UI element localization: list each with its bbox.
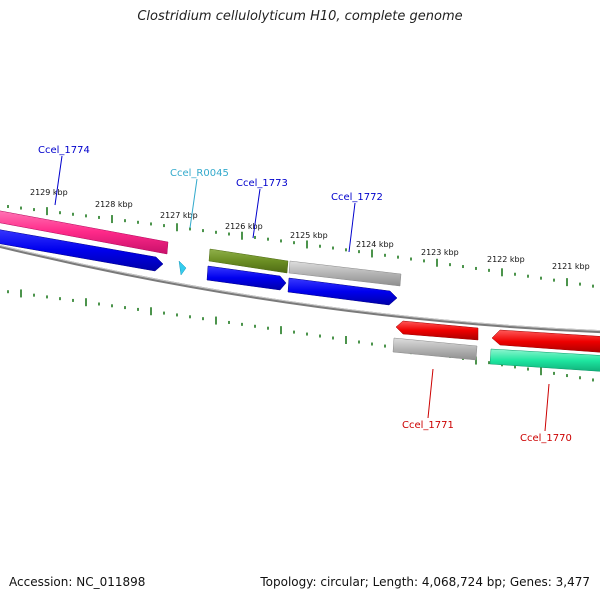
leader-ccel-1770 — [544, 383, 550, 432]
feature-cyan-ccel-r0045[interactable] — [178, 260, 187, 276]
map-title: Clostridium cellulolyticum H10, complete… — [137, 9, 463, 24]
feature-red-ccel-1771[interactable] — [395, 320, 479, 341]
gene-labels: Ccel_1774 Ccel_R0045 Ccel_1773 Ccel_1772… — [38, 145, 572, 444]
kbp-labels: 2129 kbp 2128 kbp 2127 kbp 2126 kbp 2125… — [30, 188, 590, 271]
feature-blue-2[interactable] — [206, 265, 287, 291]
leader-ccel-1774 — [54, 155, 63, 206]
kbp-label: 2127 kbp — [160, 211, 198, 220]
kbp-label: 2121 kbp — [552, 262, 590, 271]
leader-ccel-1773 — [252, 188, 261, 239]
kbp-label: 2129 kbp — [30, 188, 68, 197]
kbp-label: 2123 kbp — [421, 248, 459, 257]
gene-label-ccel-1774[interactable]: Ccel_1774 — [38, 145, 90, 156]
kbp-label: 2122 kbp — [487, 255, 525, 264]
gene-label-ccel-1772[interactable]: Ccel_1772 — [331, 192, 383, 203]
feature-magenta[interactable] — [0, 209, 169, 255]
accession-label: Accession: NC_011898 — [9, 575, 146, 589]
leader-ccel-1771 — [427, 368, 434, 419]
feature-gray-2[interactable] — [392, 337, 478, 361]
kbp-label: 2126 kbp — [225, 222, 263, 231]
feature-green[interactable] — [489, 348, 600, 372]
gene-label-ccel-1773[interactable]: Ccel_1773 — [236, 178, 288, 189]
gene-label-leaders — [54, 155, 550, 432]
genome-backbone — [0, 244, 600, 334]
gene-label-ccel-1770[interactable]: Ccel_1770 — [520, 433, 572, 444]
gene-label-ccel-1771[interactable]: Ccel_1771 — [402, 420, 454, 431]
gene-label-ccel-r0045[interactable]: Ccel_R0045 — [170, 168, 229, 179]
leader-ccel-1772 — [348, 202, 356, 253]
leader-ccel-r0045 — [189, 178, 198, 229]
genome-backbone-highlight — [0, 244, 600, 332]
kbp-label: 2124 kbp — [356, 240, 394, 249]
feature-gray-ccel-1772[interactable] — [288, 260, 402, 287]
kbp-label: 2128 kbp — [95, 200, 133, 209]
feature-blue-3[interactable] — [287, 277, 398, 306]
genome-summary: Topology: circular; Length: 4,068,724 bp… — [260, 575, 590, 589]
feature-blue-ccel-1774[interactable] — [0, 228, 164, 272]
feature-red-ccel-1770[interactable] — [491, 329, 600, 353]
kbp-label: 2125 kbp — [290, 231, 328, 240]
upper-tick-track — [7, 205, 594, 288]
feature-olive-ccel-1773[interactable] — [208, 248, 289, 274]
